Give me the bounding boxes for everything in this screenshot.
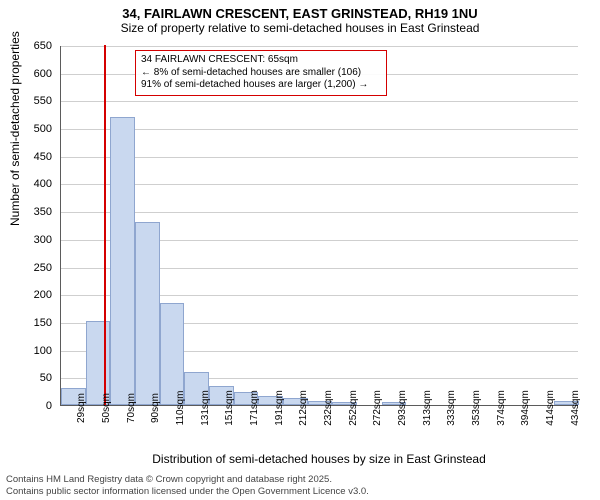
gridline [61, 184, 578, 185]
gridline [61, 101, 578, 102]
chart-title-sub: Size of property relative to semi-detach… [0, 21, 600, 35]
x-axis-title: Distribution of semi-detached houses by … [60, 452, 578, 466]
chart-footer: Contains HM Land Registry data © Crown c… [6, 474, 369, 498]
annotation-box: 34 FAIRLAWN CRESCENT: 65sqm← 8% of semi-… [135, 50, 387, 96]
x-tick-label: 232sqm [323, 390, 334, 426]
y-tick-label: 150 [12, 317, 52, 329]
annotation-line: 34 FAIRLAWN CRESCENT: 65sqm [141, 54, 381, 67]
x-tick-label: 70sqm [126, 393, 137, 423]
x-tick-label: 272sqm [372, 390, 383, 426]
y-tick-label: 300 [12, 234, 52, 246]
y-tick-label: 0 [12, 400, 52, 412]
plot-area: 34 FAIRLAWN CRESCENT: 65sqm← 8% of semi-… [60, 46, 578, 406]
histogram-bar [110, 117, 135, 405]
x-tick-label: 151sqm [224, 390, 235, 426]
x-tick-label: 191sqm [274, 390, 285, 426]
x-tick-label: 434sqm [570, 390, 581, 426]
y-tick-label: 100 [12, 345, 52, 357]
highlight-marker-line [104, 45, 106, 405]
histogram-bar [135, 222, 160, 405]
footer-line: Contains public sector information licen… [6, 486, 369, 498]
y-tick-label: 600 [12, 68, 52, 80]
y-tick-label: 200 [12, 289, 52, 301]
annotation-line: 91% of semi-detached houses are larger (… [141, 79, 381, 92]
footer-line: Contains HM Land Registry data © Crown c… [6, 474, 369, 486]
x-tick-label: 29sqm [76, 393, 87, 423]
x-tick-label: 293sqm [397, 390, 408, 426]
x-tick-label: 252sqm [348, 390, 359, 426]
x-tick-label: 110sqm [175, 391, 186, 426]
x-tick-label: 50sqm [101, 393, 112, 423]
y-tick-label: 650 [12, 40, 52, 52]
y-tick-label: 350 [12, 206, 52, 218]
y-tick-label: 250 [12, 262, 52, 274]
y-tick-label: 550 [12, 95, 52, 107]
y-tick-label: 400 [12, 178, 52, 190]
y-tick-column: 050100150200250300350400450500550600650 [0, 46, 56, 406]
x-tick-label: 171sqm [249, 390, 260, 426]
x-tick-label: 313sqm [422, 390, 433, 426]
x-tick-label: 353sqm [471, 390, 482, 426]
x-tick-label: 333sqm [446, 390, 457, 426]
y-tick-label: 500 [12, 123, 52, 135]
gridline [61, 212, 578, 213]
x-tick-label: 414sqm [545, 390, 556, 426]
chart-title-main: 34, FAIRLAWN CRESCENT, EAST GRINSTEAD, R… [0, 0, 600, 21]
x-tick-label: 90sqm [150, 393, 161, 423]
gridline [61, 46, 578, 47]
y-tick-label: 50 [12, 372, 52, 384]
x-tick-label: 212sqm [298, 390, 309, 426]
x-tick-label: 374sqm [496, 390, 507, 426]
y-tick-label: 450 [12, 151, 52, 163]
gridline [61, 157, 578, 158]
chart-container: 34, FAIRLAWN CRESCENT, EAST GRINSTEAD, R… [0, 0, 600, 500]
x-tick-label: 131sqm [200, 390, 211, 426]
gridline [61, 129, 578, 130]
x-tick-label: 394sqm [520, 390, 531, 426]
annotation-line: ← 8% of semi-detached houses are smaller… [141, 67, 381, 80]
